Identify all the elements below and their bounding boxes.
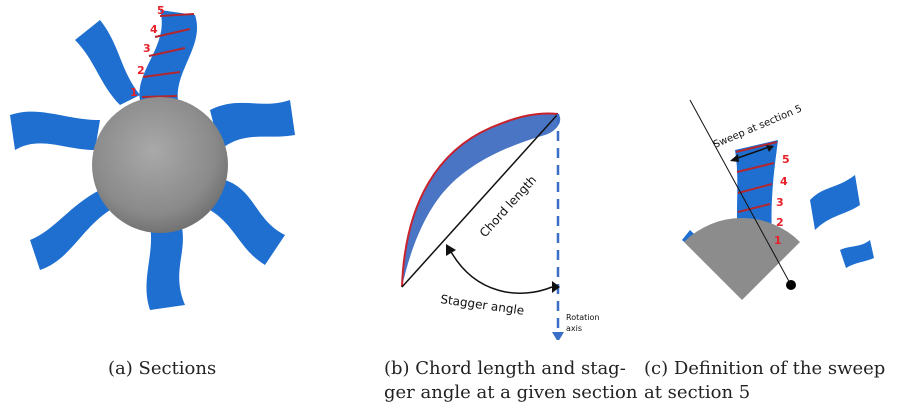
stagger-arc — [450, 250, 552, 293]
sweep-section-label-5: 5 — [782, 153, 790, 166]
sweep-section-label-1: 1 — [774, 234, 782, 247]
caption-c-line-2: at section 5 — [644, 381, 885, 405]
fan-blade — [10, 112, 100, 150]
neighbor-blade-right-lower — [840, 240, 874, 268]
section-label-2: 2 — [137, 64, 145, 77]
section-label-5: 5 — [157, 4, 165, 17]
fan-blade — [30, 190, 110, 270]
sweep-label: Sweep at section 5 — [712, 103, 804, 150]
chord-length-label: Chord length — [477, 173, 539, 240]
fan-drawing: 1 2 3 4 5 — [0, 0, 320, 340]
rotation-axis-label-1: Rotation — [566, 313, 599, 322]
section-label-4: 4 — [150, 23, 158, 36]
caption-a: (a) Sections — [108, 357, 216, 381]
caption-b: (b) Chord length and stag- ger angle at … — [384, 357, 637, 405]
section-label-3: 3 — [143, 42, 151, 55]
sweep-drawing: Sweep at section 5 1 2 3 4 5 — [660, 0, 920, 340]
panel-b-chord-stagger: Chord length Stagger angle Rotation axis — [380, 0, 630, 340]
sweep-arrow-head-left — [730, 154, 739, 162]
hub-quadrant — [684, 218, 800, 300]
sweep-section-label-3: 3 — [776, 196, 784, 209]
rotation-axis-arrow — [552, 332, 564, 340]
sweep-section-label-2: 2 — [776, 216, 784, 229]
fan-blade — [146, 220, 185, 310]
section-label-1: 1 — [130, 86, 138, 99]
caption-c: (c) Definition of the sweep at section 5 — [644, 357, 885, 405]
caption-b-line-1: (b) Chord length and stag- — [384, 357, 637, 381]
stagger-angle-label: Stagger angle — [440, 292, 525, 318]
rotation-axis-label-2: axis — [566, 324, 582, 333]
neighbor-blade-right — [810, 175, 860, 230]
fan-blade — [140, 10, 198, 100]
sweep-section-label-4: 4 — [780, 175, 788, 188]
panel-a-sections: 1 2 3 4 5 — [0, 0, 320, 340]
caption-c-line-1: (c) Definition of the sweep — [644, 357, 885, 381]
section-line-1 — [142, 96, 177, 97]
stagger-arrow-start — [446, 244, 456, 256]
airfoil-drawing: Chord length Stagger angle Rotation axis — [380, 0, 630, 340]
caption-b-line-2: ger angle at a given section — [384, 381, 637, 405]
hub — [92, 97, 228, 233]
panel-c-sweep: Sweep at section 5 1 2 3 4 5 — [660, 0, 920, 340]
